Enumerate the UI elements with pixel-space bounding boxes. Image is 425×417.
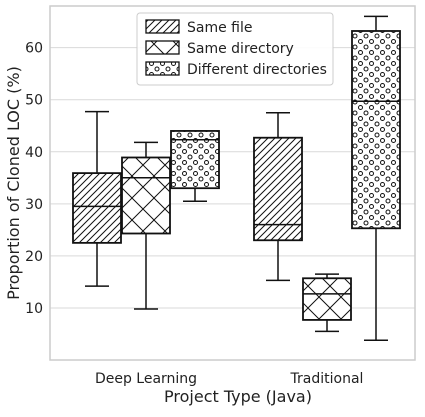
y-tick-label: 40 [25, 145, 43, 161]
plot-frame [49, 5, 416, 361]
box-different-directories-traditional [351, 15, 401, 341]
y-tick-label: 30 [25, 197, 43, 213]
x-axis-ticks: Deep Learning Traditional [95, 371, 364, 387]
boxes [72, 15, 401, 341]
legend-swatch [145, 40, 180, 55]
legend-box [136, 12, 334, 86]
legend-swatch [145, 19, 180, 34]
box-same-file-traditional [253, 111, 303, 282]
y-tick-label: 50 [25, 93, 43, 109]
box-body [121, 156, 171, 235]
box-same-file-deep-learning [72, 110, 122, 287]
y-tick-label: 10 [25, 301, 43, 317]
y-axis-ticks: 10 20 30 40 50 60 [25, 41, 43, 317]
legend-swatch [145, 61, 180, 76]
x-axis-label: Project Type (Java) [164, 387, 312, 406]
box-same-directory-deep-learning [121, 141, 171, 310]
y-tick-label: 20 [25, 249, 43, 265]
legend: Same file Same directory Different directo… [136, 12, 334, 86]
y-axis-label: Proportion of Cloned LOC (%) [4, 66, 23, 300]
box-different-directories-deep-learning [170, 130, 220, 202]
legend-label: Same file [187, 20, 253, 36]
legend-label: Same directory [187, 41, 294, 57]
box-body [72, 172, 122, 244]
box-body [351, 30, 401, 230]
y-tick-label: 60 [25, 41, 43, 57]
box-body [253, 136, 303, 242]
legend-label: Different directories [187, 62, 327, 78]
x-tick-label: Traditional [290, 371, 364, 387]
x-tick-label: Deep Learning [95, 371, 197, 387]
box-body [302, 277, 352, 321]
box-same-directory-traditional [302, 273, 352, 333]
